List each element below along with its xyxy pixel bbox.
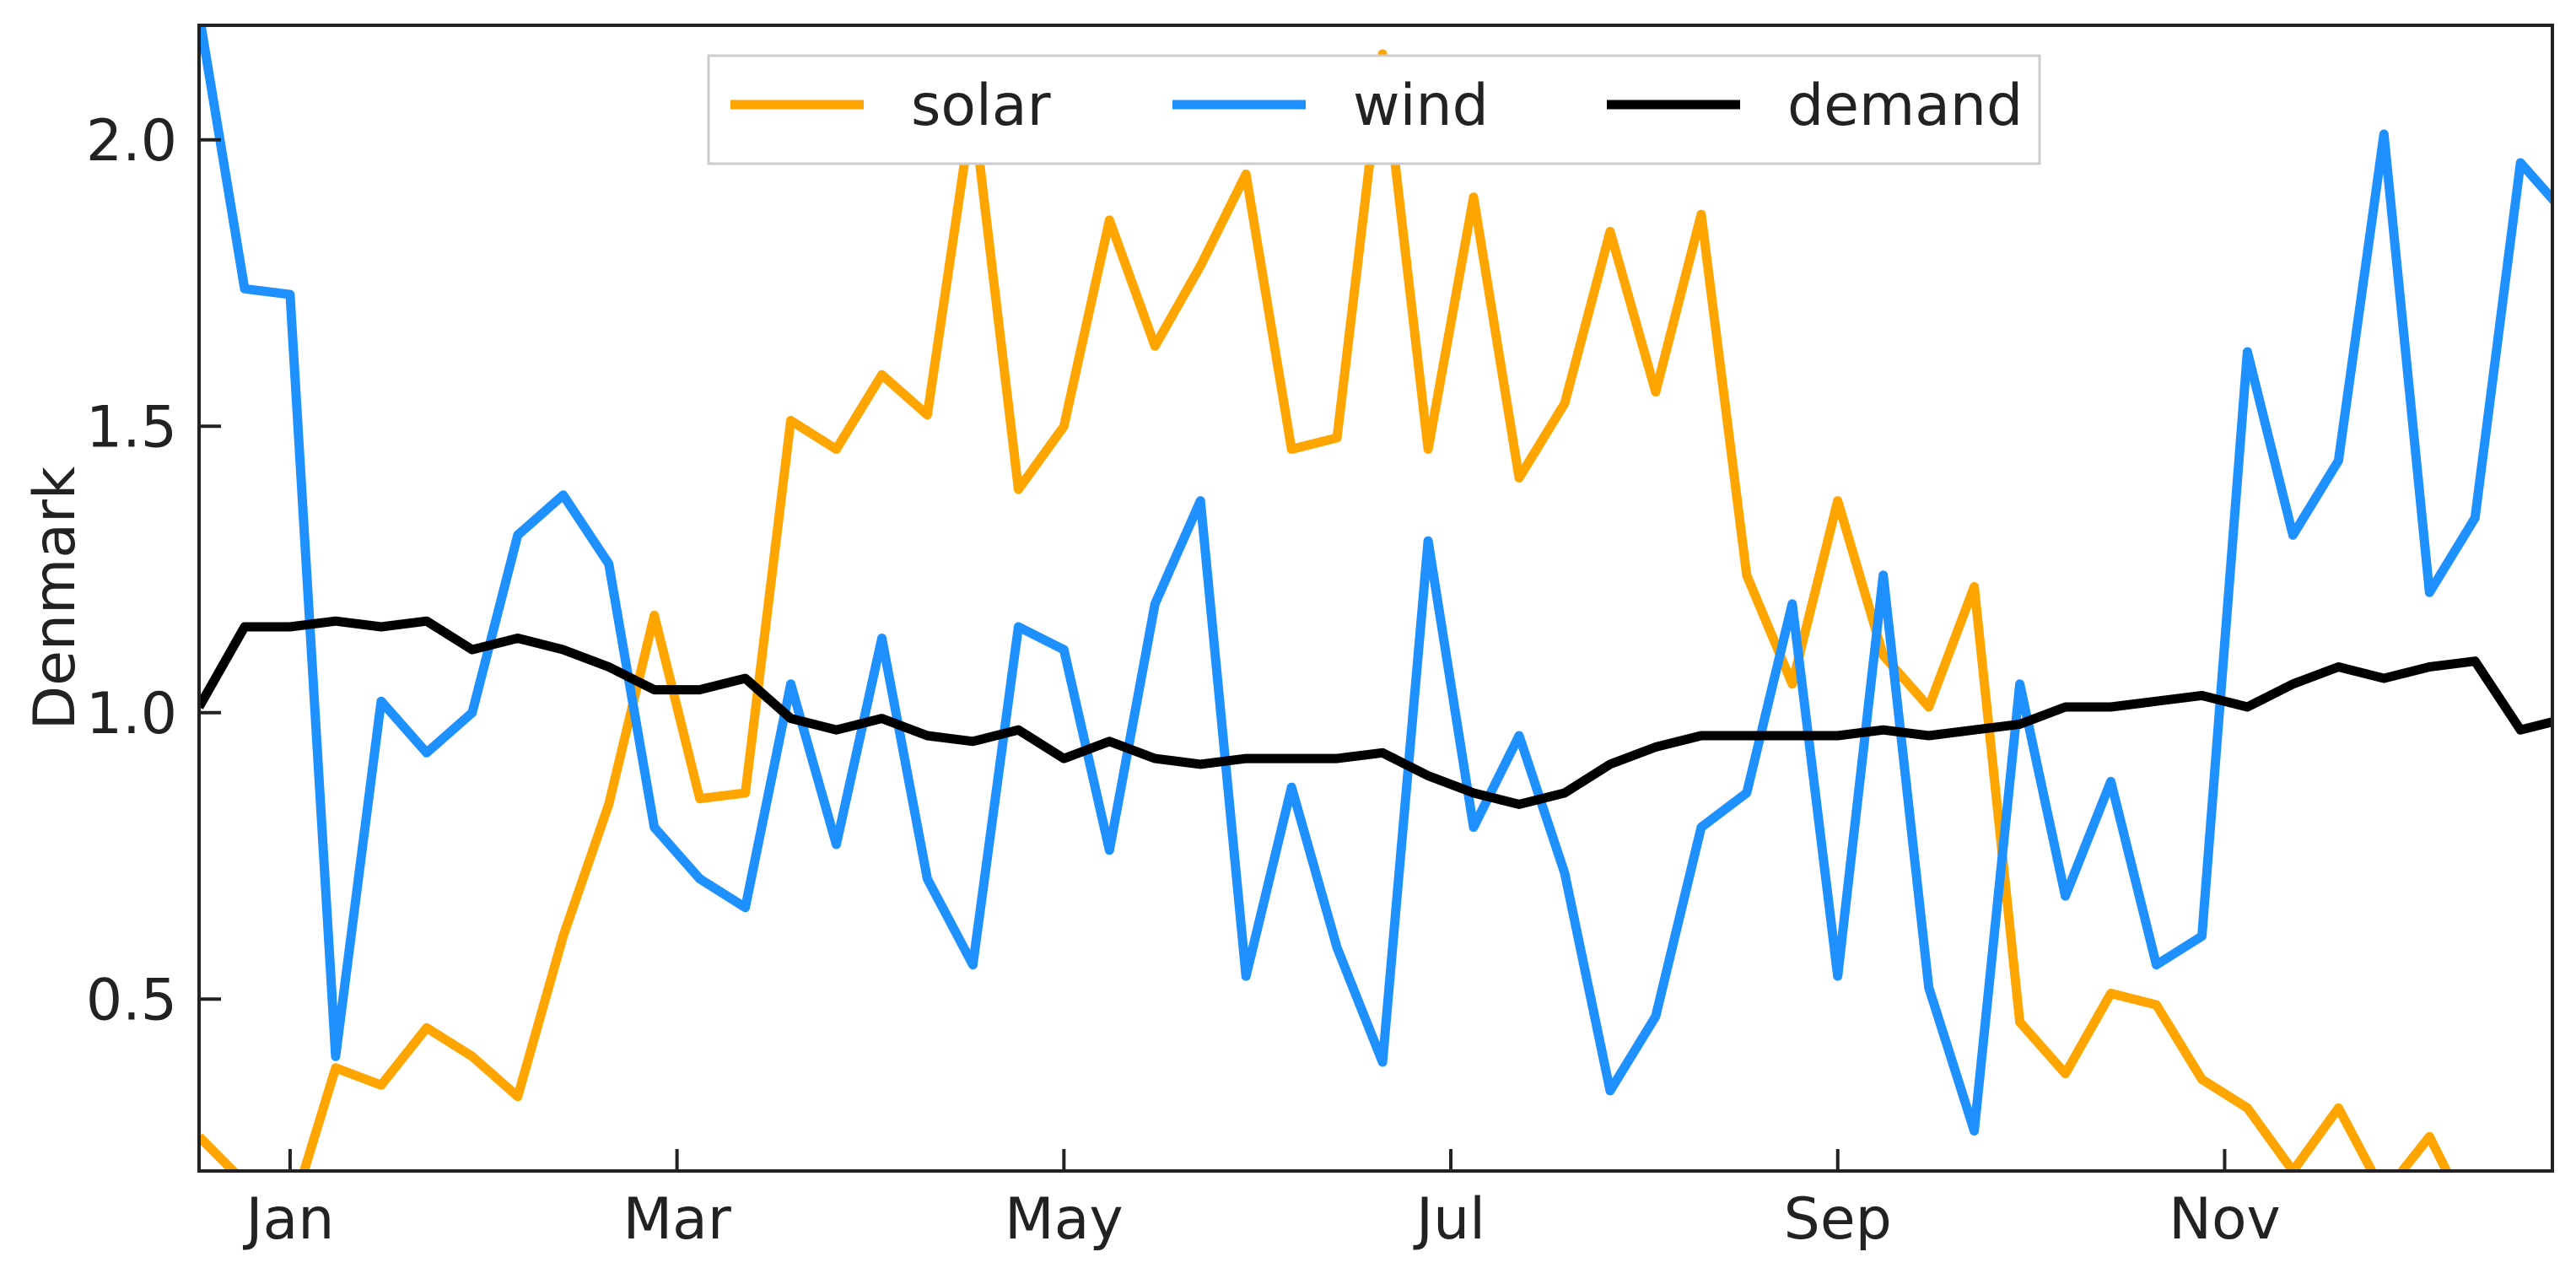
x-axis: Jan Mar May Jul Sep Nov: [243, 1149, 2281, 1253]
y-tick-label: 2.0: [86, 108, 177, 175]
y-tick-label: 0.5: [86, 967, 177, 1033]
series-line-wind: [199, 25, 2552, 1136]
plot-frame: [197, 24, 2554, 1173]
legend-label-solar: solar: [911, 73, 1051, 139]
series-layer: [199, 25, 2552, 1171]
x-tick-label: Jan: [243, 1186, 335, 1253]
y-axis: 0.5 1.0 1.5 2.0: [86, 108, 221, 1033]
x-tick-label: Mar: [622, 1186, 730, 1253]
x-tick-label: Nov: [2169, 1186, 2281, 1253]
legend-box: [707, 54, 2041, 165]
series-line-solar: [199, 49, 2452, 1171]
y-axis-title: Denmark: [22, 466, 89, 730]
legend-label-demand: demand: [1787, 73, 2023, 139]
y-tick-label: 1.0: [86, 681, 177, 747]
legend-label-wind: wind: [1353, 73, 1489, 139]
legend: solar wind demand: [707, 54, 2041, 165]
x-tick-label: May: [1005, 1186, 1124, 1253]
x-tick-label: Sep: [1784, 1186, 1892, 1253]
y-tick-label: 1.5: [86, 394, 177, 461]
x-tick-label: Jul: [1413, 1186, 1485, 1253]
series-line-demand: [199, 616, 2552, 809]
